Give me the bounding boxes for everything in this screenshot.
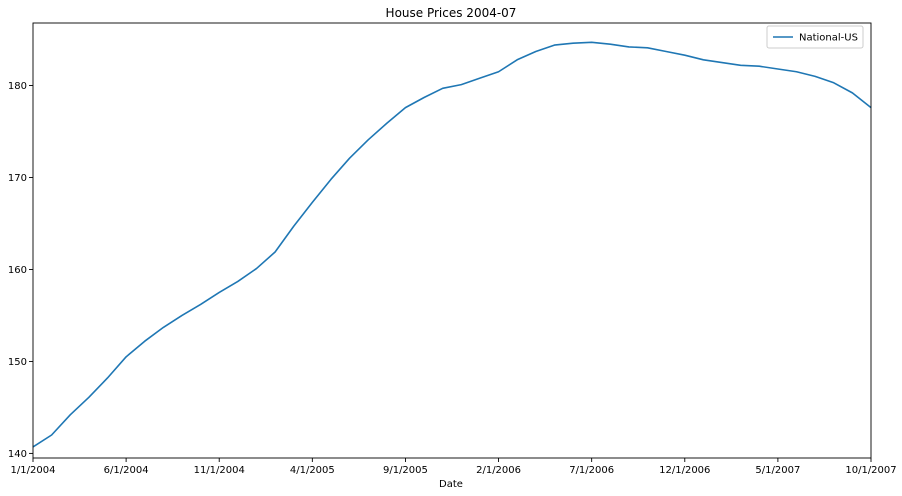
y-axis: 140 150 160 170 180 bbox=[8, 81, 33, 460]
chart-title: House Prices 2004-07 bbox=[386, 6, 517, 20]
x-tick-label: 7/1/2006 bbox=[569, 465, 614, 476]
plot-frame bbox=[32, 22, 872, 459]
series-line-0 bbox=[32, 41, 872, 448]
x-tick-label: 12/1/2006 bbox=[659, 465, 710, 476]
x-tick-label: 9/1/2005 bbox=[383, 465, 428, 476]
x-tick-label: 4/1/2005 bbox=[290, 465, 335, 476]
x-tick-label: 10/1/2007 bbox=[845, 465, 896, 476]
x-tick-label: 11/1/2004 bbox=[194, 465, 245, 476]
x-tick-label: 6/1/2004 bbox=[104, 465, 149, 476]
legend-entry-label: National-US bbox=[799, 33, 858, 44]
x-tick-label: 2/1/2006 bbox=[476, 465, 521, 476]
x-tick-label: 5/1/2007 bbox=[755, 465, 800, 476]
x-tick-label: 1/1/2004 bbox=[11, 465, 56, 476]
x-axis-label: Date bbox=[439, 479, 463, 490]
y-tick-label: 140 bbox=[8, 449, 27, 460]
plot-area bbox=[32, 22, 872, 459]
legend: National-US bbox=[766, 25, 864, 49]
x-axis: 1/1/2004 6/1/2004 11/1/2004 4/1/2005 9/1/200… bbox=[11, 458, 897, 476]
y-tick-label: 160 bbox=[8, 265, 27, 276]
legend-box bbox=[766, 25, 864, 49]
y-tick-label: 180 bbox=[8, 81, 27, 92]
y-tick-label: 170 bbox=[8, 173, 27, 184]
y-tick-label: 150 bbox=[8, 357, 27, 368]
